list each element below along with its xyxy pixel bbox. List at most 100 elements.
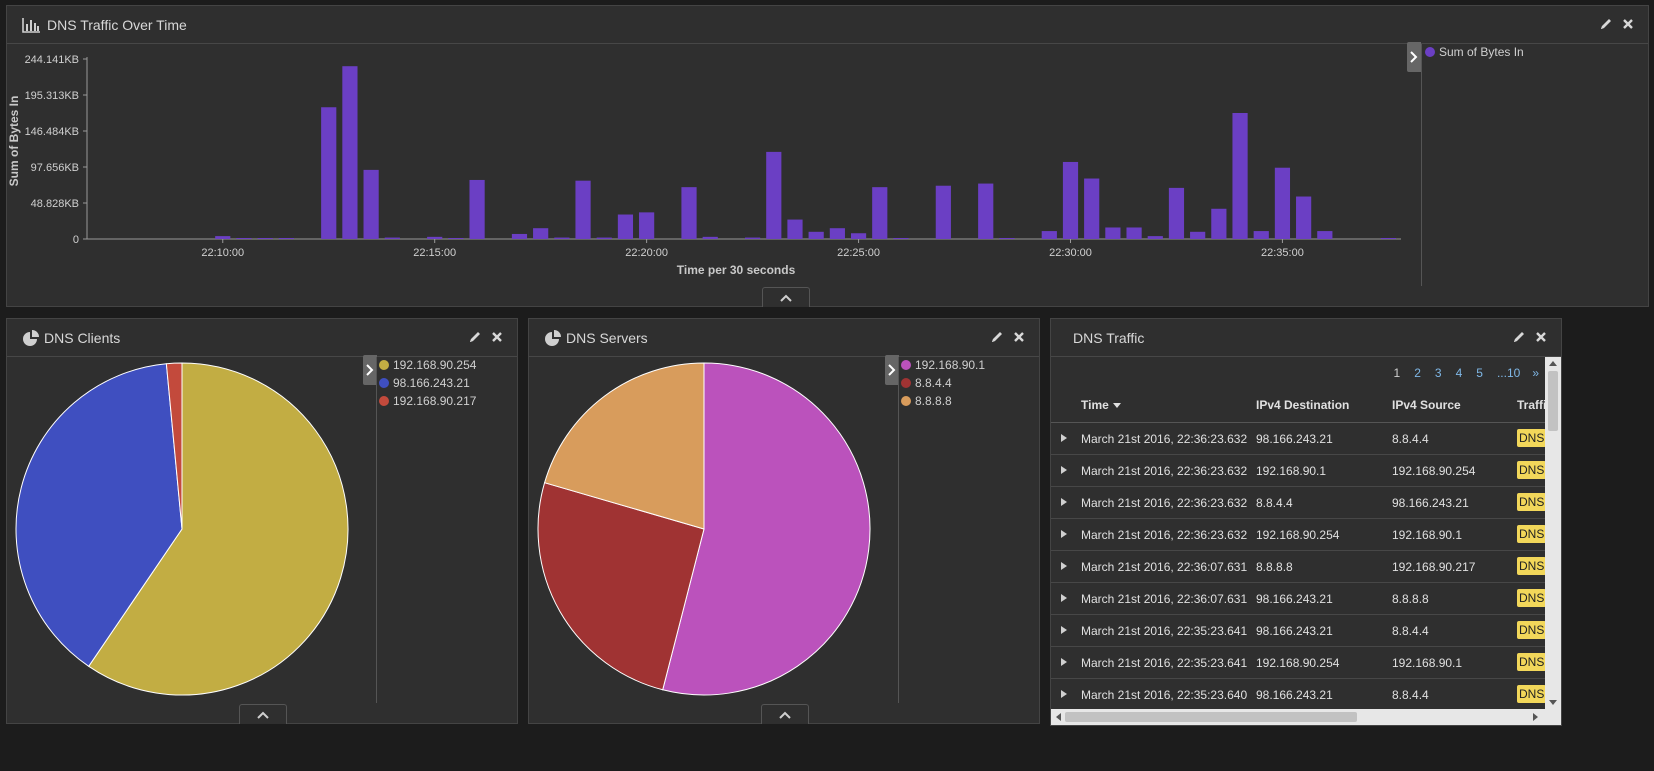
legend-toggle-button[interactable] bbox=[1407, 42, 1421, 72]
edit-icon[interactable] bbox=[989, 329, 1005, 345]
bar[interactable] bbox=[808, 231, 824, 239]
legend-toggle-button[interactable] bbox=[885, 355, 899, 385]
bar[interactable] bbox=[1062, 161, 1079, 239]
pie-slice[interactable] bbox=[537, 482, 705, 691]
expand-row-icon[interactable] bbox=[1061, 434, 1067, 442]
table-row[interactable]: March 21st 2016, 22:36:07.631 8.8.8.8 192.… bbox=[1051, 551, 1545, 583]
table-row[interactable]: March 21st 2016, 22:36:23.632 98.166.243.… bbox=[1051, 423, 1545, 455]
edit-icon[interactable] bbox=[1511, 329, 1527, 345]
bar[interactable] bbox=[1105, 227, 1121, 239]
pie-slice[interactable] bbox=[543, 362, 705, 530]
collapse-tab[interactable] bbox=[761, 704, 809, 724]
bar[interactable] bbox=[236, 238, 252, 239]
close-icon[interactable] bbox=[489, 329, 505, 345]
bar[interactable] bbox=[575, 180, 591, 239]
bar[interactable] bbox=[215, 236, 231, 239]
bar[interactable] bbox=[893, 238, 909, 239]
bar[interactable] bbox=[850, 233, 867, 239]
page-link-5[interactable]: 5 bbox=[1476, 366, 1483, 380]
bar[interactable] bbox=[1211, 208, 1227, 239]
page-link-2[interactable]: 2 bbox=[1414, 366, 1421, 380]
legend-item-server-3[interactable]: 8.8.8.8 bbox=[901, 394, 952, 408]
collapse-tab[interactable] bbox=[239, 704, 287, 724]
bar[interactable] bbox=[872, 187, 888, 239]
horizontal-scroll-thumb[interactable] bbox=[1065, 712, 1357, 722]
bar[interactable] bbox=[1296, 196, 1312, 239]
column-header-time[interactable]: Time bbox=[1081, 398, 1122, 412]
scroll-down-icon[interactable] bbox=[1549, 700, 1557, 706]
legend-item-client-3[interactable]: 192.168.90.217 bbox=[379, 394, 476, 408]
bar[interactable] bbox=[1084, 178, 1100, 239]
bar[interactable] bbox=[935, 185, 951, 239]
expand-row-icon[interactable] bbox=[1061, 530, 1067, 538]
table-row[interactable]: March 21st 2016, 22:36:07.631 98.166.243.… bbox=[1051, 583, 1545, 615]
pie-slice[interactable] bbox=[15, 363, 183, 667]
horizontal-scrollbar[interactable] bbox=[1051, 709, 1561, 725]
expand-row-icon[interactable] bbox=[1061, 626, 1067, 634]
bar[interactable] bbox=[1232, 113, 1248, 239]
legend-item-server-2[interactable]: 8.8.4.4 bbox=[901, 376, 952, 390]
collapse-tab[interactable] bbox=[762, 287, 810, 307]
page-link-10[interactable]: ...10 bbox=[1496, 366, 1521, 380]
bar[interactable] bbox=[999, 238, 1015, 239]
bar[interactable] bbox=[427, 236, 443, 239]
bar[interactable] bbox=[511, 233, 528, 239]
bar[interactable] bbox=[1147, 236, 1163, 239]
bar[interactable] bbox=[617, 214, 634, 239]
page-link-1[interactable]: 1 bbox=[1393, 366, 1401, 380]
table-row[interactable]: March 21st 2016, 22:36:23.632 192.168.90.… bbox=[1051, 455, 1545, 487]
bar[interactable] bbox=[1380, 238, 1396, 239]
bar[interactable] bbox=[702, 236, 718, 239]
expand-row-icon[interactable] bbox=[1061, 562, 1067, 570]
bar[interactable] bbox=[829, 228, 845, 239]
pie-slice[interactable] bbox=[165, 362, 183, 530]
bar[interactable] bbox=[342, 66, 358, 239]
vertical-scroll-thumb[interactable] bbox=[1548, 371, 1558, 431]
bar[interactable] bbox=[554, 237, 570, 239]
vertical-scrollbar[interactable] bbox=[1545, 357, 1561, 709]
bar[interactable] bbox=[1168, 187, 1185, 239]
bar[interactable] bbox=[363, 169, 379, 239]
bar[interactable] bbox=[766, 151, 782, 239]
page-next-button[interactable]: » bbox=[1532, 366, 1539, 380]
expand-row-icon[interactable] bbox=[1061, 658, 1067, 666]
legend-item-sum-bytes-in[interactable]: Sum of Bytes In bbox=[1425, 45, 1524, 59]
scroll-left-icon[interactable] bbox=[1055, 713, 1061, 721]
pie-slice[interactable] bbox=[662, 362, 871, 696]
expand-row-icon[interactable] bbox=[1061, 498, 1067, 506]
legend-item-client-2[interactable]: 98.166.243.21 bbox=[379, 376, 470, 390]
scroll-right-icon[interactable] bbox=[1533, 713, 1539, 721]
close-icon[interactable] bbox=[1533, 329, 1549, 345]
table-row[interactable]: March 21st 2016, 22:35:23.640 98.166.243.… bbox=[1051, 679, 1545, 709]
bar[interactable] bbox=[1274, 167, 1291, 239]
bar[interactable] bbox=[745, 237, 761, 239]
bar[interactable] bbox=[1253, 231, 1269, 239]
pie-slice[interactable] bbox=[87, 362, 349, 696]
expand-row-icon[interactable] bbox=[1061, 594, 1067, 602]
bar[interactable] bbox=[681, 187, 697, 239]
table-row[interactable]: March 21st 2016, 22:36:23.632 192.168.90.… bbox=[1051, 519, 1545, 551]
close-icon[interactable] bbox=[1620, 16, 1636, 32]
close-icon[interactable] bbox=[1011, 329, 1027, 345]
legend-item-server-1[interactable]: 192.168.90.1 bbox=[901, 358, 985, 372]
edit-icon[interactable] bbox=[467, 329, 483, 345]
column-header-ipv4-source[interactable]: IPv4 Source bbox=[1392, 398, 1461, 412]
legend-toggle-button[interactable] bbox=[363, 355, 377, 385]
scroll-up-icon[interactable] bbox=[1549, 360, 1557, 366]
bar[interactable] bbox=[384, 237, 400, 239]
column-header-ipv4-destination[interactable]: IPv4 Destination bbox=[1256, 398, 1350, 412]
bar[interactable] bbox=[978, 183, 994, 239]
bar[interactable] bbox=[448, 238, 464, 239]
bar[interactable] bbox=[787, 219, 803, 239]
bar[interactable] bbox=[1317, 231, 1333, 239]
page-link-3[interactable]: 3 bbox=[1434, 366, 1442, 380]
bar[interactable] bbox=[1126, 227, 1142, 239]
bar[interactable] bbox=[1041, 231, 1057, 239]
edit-icon[interactable] bbox=[1598, 16, 1614, 32]
expand-row-icon[interactable] bbox=[1061, 690, 1067, 698]
page-link-4[interactable]: 4 bbox=[1455, 366, 1463, 380]
bar[interactable] bbox=[469, 179, 485, 239]
column-header-traffic[interactable]: Traffic bbox=[1517, 398, 1545, 412]
bar[interactable] bbox=[278, 238, 294, 239]
bar[interactable] bbox=[321, 107, 337, 239]
